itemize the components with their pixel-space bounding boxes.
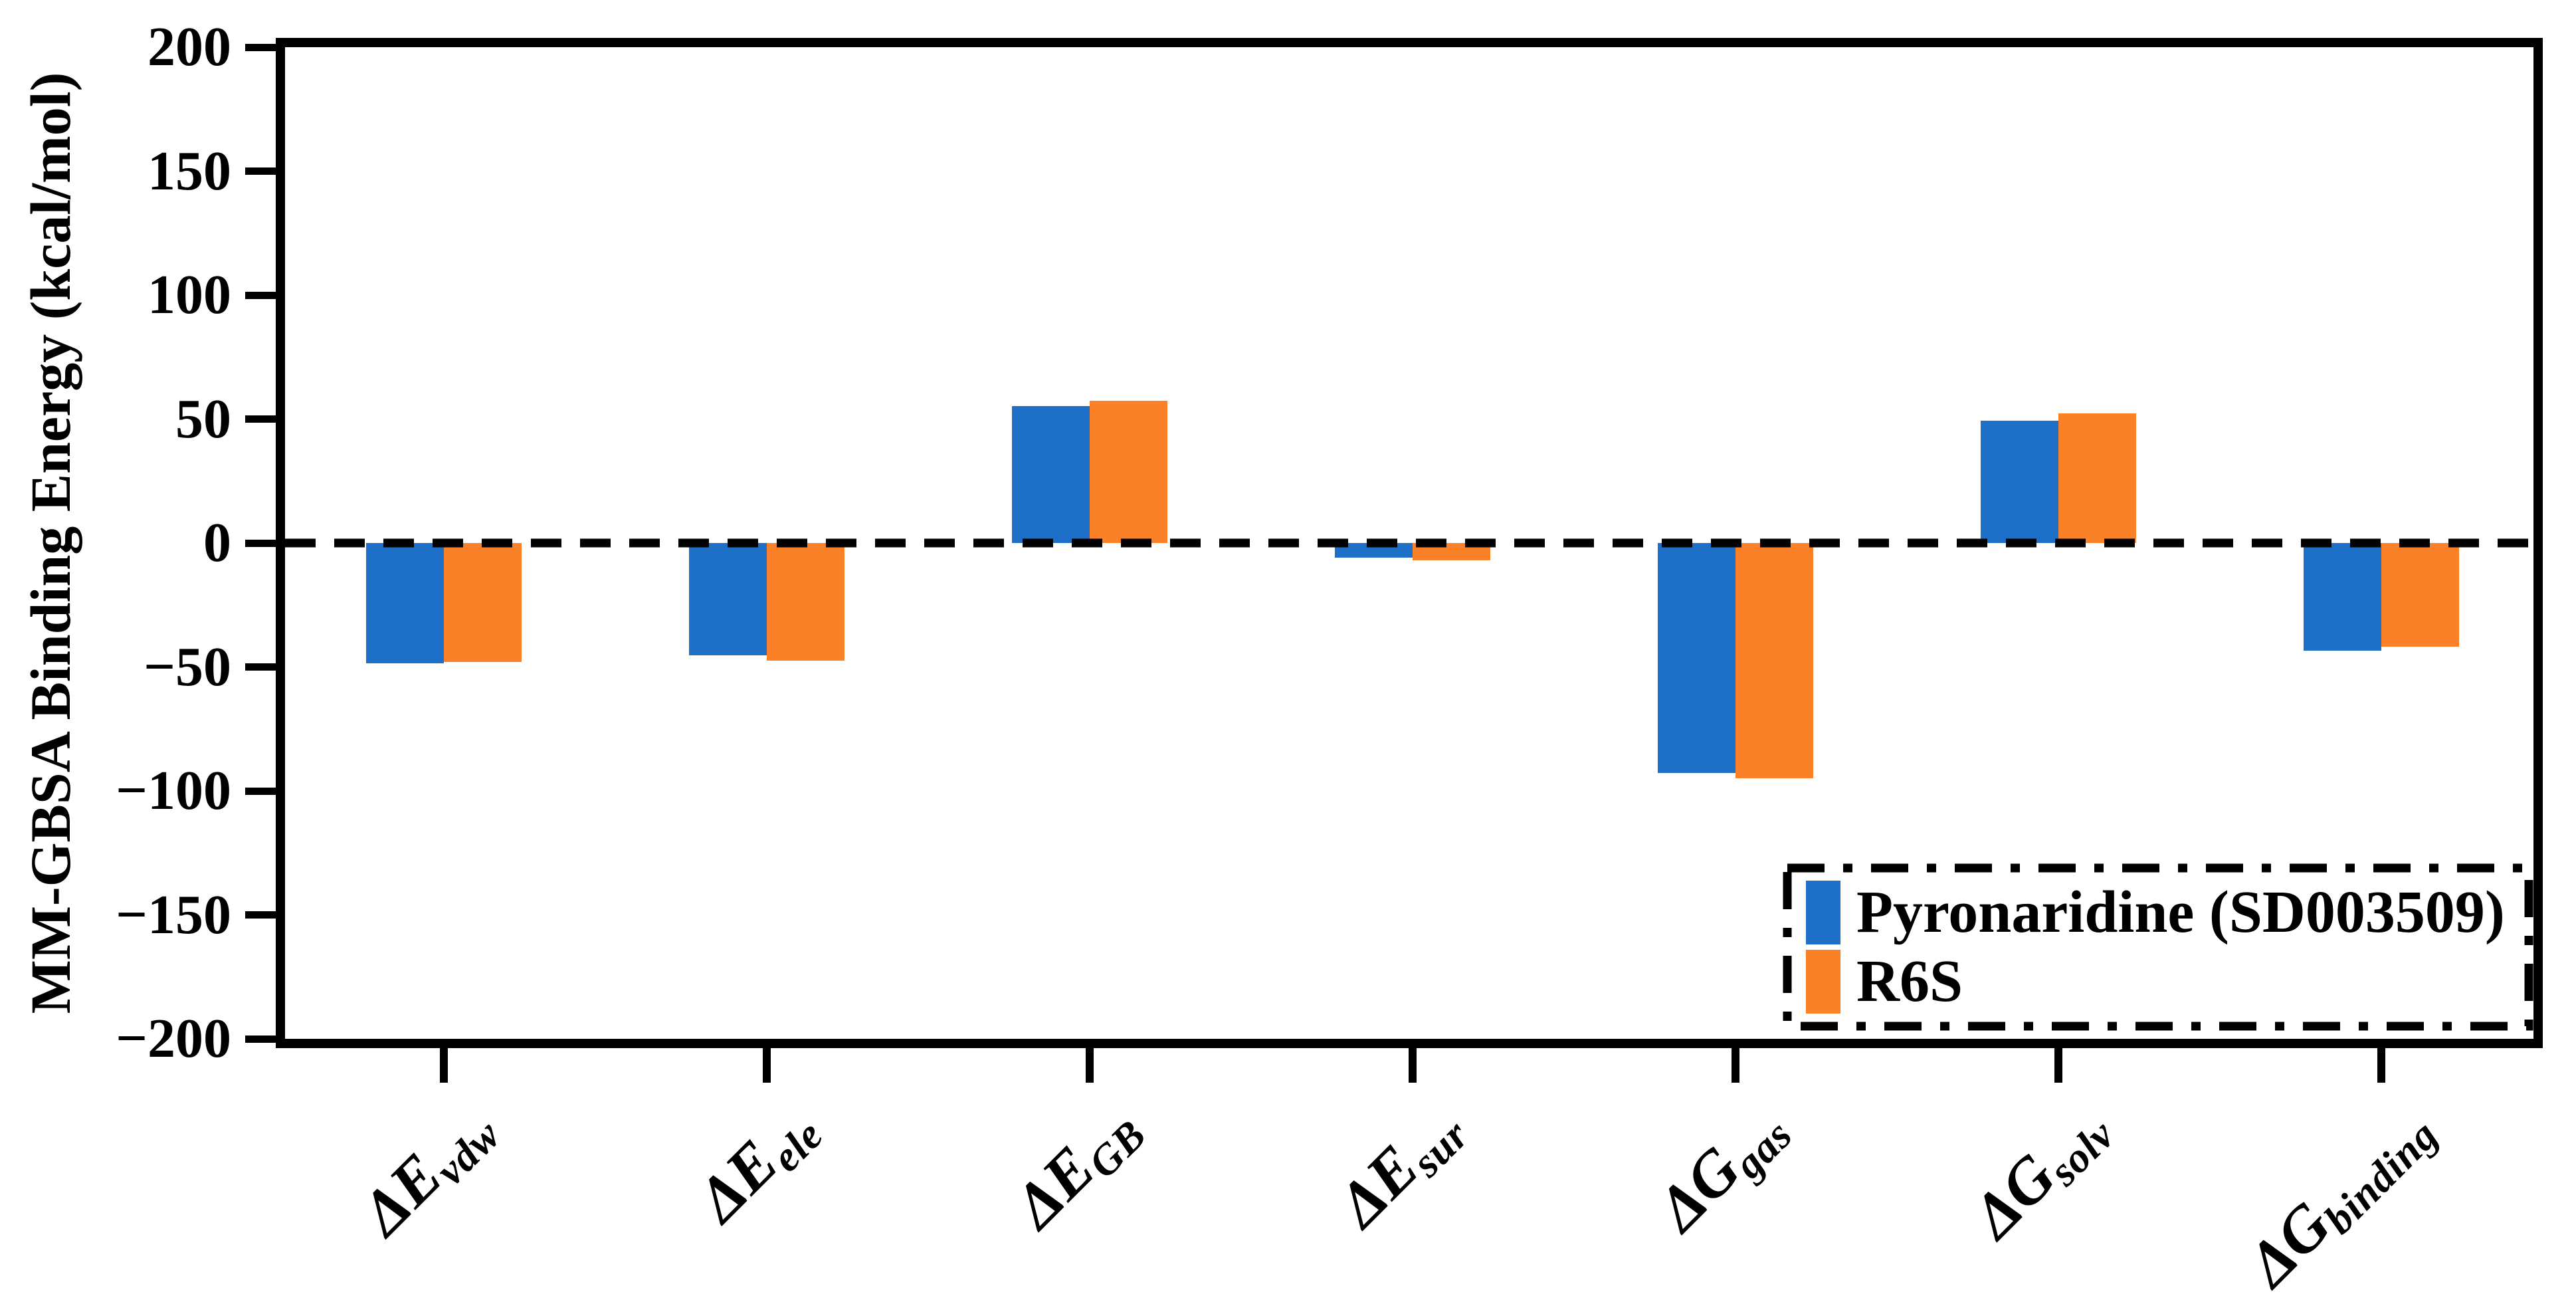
y-tick-label: 100 bbox=[148, 264, 231, 326]
legend-border bbox=[1783, 863, 2533, 1031]
legend: Pyronaridine (SD003509) R6S bbox=[1782, 863, 2534, 1032]
x-tick-mark bbox=[440, 1048, 448, 1083]
y-tick-label: −200 bbox=[116, 1008, 231, 1069]
legend-item-pyronaridine: Pyronaridine (SD003509) bbox=[1806, 879, 2518, 945]
legend-swatch-r6s-icon bbox=[1806, 950, 1840, 1014]
y-tick-mark bbox=[245, 291, 276, 299]
x-tick-mark bbox=[2054, 1048, 2062, 1083]
y-tick-label: 50 bbox=[175, 387, 231, 450]
bar-r6s-ΔEvdw bbox=[444, 543, 522, 662]
x-tick-mark bbox=[2377, 1048, 2385, 1083]
y-tick-mark bbox=[245, 663, 276, 671]
bar-pyronaridine-ΔEGB bbox=[1012, 406, 1090, 543]
y-tick-mark bbox=[245, 911, 276, 919]
bar-r6s-ΔEsur bbox=[1413, 543, 1490, 560]
bar-pyronaridine-ΔGsolv bbox=[1981, 420, 2058, 543]
x-tick-mark bbox=[1409, 1048, 1417, 1083]
bar-r6s-ΔGbinding bbox=[2381, 543, 2459, 647]
bar-r6s-ΔGsolv bbox=[2058, 413, 2136, 543]
legend-item-r6s: R6S bbox=[1806, 950, 2518, 1014]
y-tick-label: −150 bbox=[116, 883, 231, 946]
legend-swatch-pyronaridine-icon bbox=[1806, 880, 1840, 944]
bar-pyronaridine-ΔGgas bbox=[1658, 543, 1735, 774]
bar-pyronaridine-ΔGbinding bbox=[2304, 543, 2381, 651]
y-tick-label: 200 bbox=[148, 16, 231, 78]
bar-pyronaridine-ΔEvdw bbox=[366, 543, 444, 663]
x-tick-mark bbox=[1086, 1048, 1094, 1083]
legend-label-r6s: R6S bbox=[1856, 948, 1963, 1015]
y-tick-mark bbox=[245, 787, 276, 795]
bar-pyronaridine-ΔEele bbox=[689, 543, 767, 655]
y-tick-label: 150 bbox=[148, 140, 231, 202]
y-tick-label: 0 bbox=[203, 512, 231, 574]
y-tick-mark bbox=[245, 167, 276, 175]
y-tick-label: −100 bbox=[116, 760, 231, 821]
x-tick-mark bbox=[1732, 1048, 1739, 1083]
x-tick-mark bbox=[763, 1048, 771, 1083]
bar-pyronaridine-ΔEsur bbox=[1335, 543, 1413, 558]
bar-r6s-ΔGgas bbox=[1735, 543, 1813, 779]
y-tick-label: −50 bbox=[144, 635, 231, 698]
y-tick-mark bbox=[245, 415, 276, 423]
legend-label-pyronaridine: Pyronaridine (SD003509) bbox=[1856, 879, 2505, 945]
bar-r6s-ΔEGB bbox=[1090, 400, 1167, 543]
legend-items: Pyronaridine (SD003509) R6S bbox=[1806, 875, 2518, 1020]
y-tick-mark bbox=[245, 1035, 276, 1043]
y-tick-mark bbox=[245, 43, 276, 51]
bar-r6s-ΔEele bbox=[767, 543, 844, 661]
y-tick-mark bbox=[245, 539, 276, 547]
